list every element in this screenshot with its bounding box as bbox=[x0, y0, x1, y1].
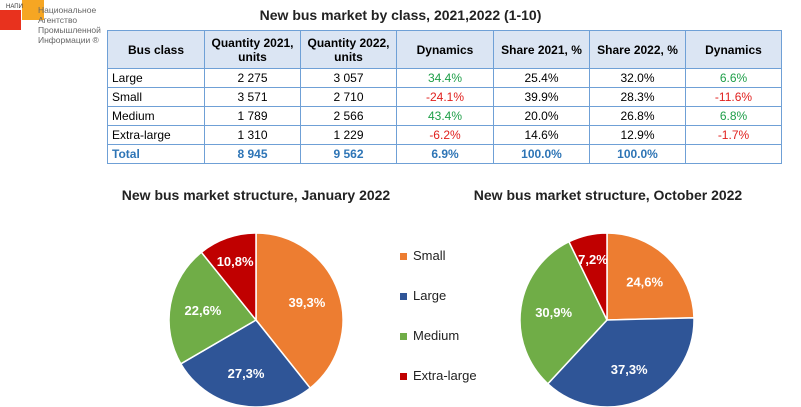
logo-text: Национальное Агентство Промышленной Инфо… bbox=[38, 5, 101, 45]
legend-swatch bbox=[400, 253, 407, 260]
logo-mark-red bbox=[0, 10, 21, 30]
chart-title-january: New bus market structure, January 2022 bbox=[121, 187, 391, 203]
pie-slice-large bbox=[546, 317, 695, 407]
pie-slice-medium bbox=[168, 251, 258, 365]
pie-slice-small bbox=[606, 232, 695, 321]
table-cell: 6.6% bbox=[685, 68, 782, 88]
legend-label: Large bbox=[413, 288, 447, 303]
col-header: Bus class bbox=[107, 30, 205, 69]
table-row: Large 2 275 3 057 34.4% 25.4% 32.0% 6.6% bbox=[107, 68, 782, 88]
pie-data-label: 24,6% bbox=[626, 274, 663, 289]
table-cell: 20.0% bbox=[493, 106, 590, 126]
pie-data-label: 10,8% bbox=[217, 254, 254, 269]
pie-data-label: 22,6% bbox=[185, 303, 222, 318]
bus-market-table: Bus class Quantity 2021, units Quantity … bbox=[107, 30, 782, 164]
legend-item: Medium bbox=[400, 328, 459, 343]
legend-label: Medium bbox=[413, 328, 460, 343]
legend-swatch bbox=[400, 333, 407, 340]
legend-label: Small bbox=[413, 248, 446, 263]
total-row: Total 8 945 9 562 6.9% 100.0% 100.0% bbox=[107, 144, 782, 164]
table-cell: 100.0% bbox=[493, 144, 590, 164]
pie-slice-extra-large bbox=[567, 232, 608, 321]
table-cell: Extra-large bbox=[107, 125, 205, 145]
logo-abbr: НАПИ bbox=[6, 4, 23, 10]
col-header: Quantity 2021, units bbox=[204, 30, 301, 69]
table-cell: 2 275 bbox=[204, 68, 301, 88]
legend-swatch bbox=[400, 373, 407, 380]
table-cell: -1.7% bbox=[685, 125, 782, 145]
pie-slice-small bbox=[255, 232, 344, 390]
col-header: Share 2022, % bbox=[589, 30, 686, 69]
legend-item: Extra-large bbox=[400, 368, 477, 383]
logo-mark-orange bbox=[22, 0, 44, 20]
legend-swatch bbox=[400, 293, 407, 300]
table-cell: 39.9% bbox=[493, 87, 590, 107]
legend-label: Extra-large bbox=[413, 368, 477, 383]
table-cell: 25.4% bbox=[493, 68, 590, 88]
pie-data-label: 39,3% bbox=[288, 295, 325, 310]
table-row: Small 3 571 2 710 -24.1% 39.9% 28.3% -11.6% bbox=[107, 87, 782, 107]
legend-item: Large bbox=[400, 288, 446, 303]
table-row: Extra-large 1 310 1 229 -6.2% 14.6% 12.9% -1.7… bbox=[107, 125, 782, 145]
pie-data-label: 7,2% bbox=[578, 252, 608, 267]
pie-slice-medium bbox=[519, 240, 608, 385]
pie-slice-large bbox=[179, 319, 312, 407]
legend-item: Small bbox=[400, 248, 446, 263]
pie-data-label: 30,9% bbox=[535, 305, 572, 320]
table-cell: 6.9% bbox=[396, 144, 494, 164]
col-header: Share 2021, % bbox=[493, 30, 590, 69]
page-title: New bus market by class, 2021,2022 (1-10… bbox=[259, 7, 542, 23]
col-header: Dynamics bbox=[685, 30, 782, 69]
table-cell: 1 229 bbox=[300, 125, 397, 145]
pie-data-label: 37,3% bbox=[611, 362, 648, 377]
table-cell bbox=[685, 144, 782, 164]
table-cell: -24.1% bbox=[396, 87, 494, 107]
chart-title-october: New bus market structure, October 2022 bbox=[473, 187, 743, 203]
table-cell: 32.0% bbox=[589, 68, 686, 88]
table-cell: 8 945 bbox=[204, 144, 301, 164]
pie-slice-extra-large bbox=[200, 232, 257, 323]
table-cell: Total bbox=[107, 144, 205, 164]
table-cell: 100.0% bbox=[589, 144, 686, 164]
pie-data-label: 27,3% bbox=[228, 366, 265, 381]
table-cell: Medium bbox=[107, 106, 205, 126]
